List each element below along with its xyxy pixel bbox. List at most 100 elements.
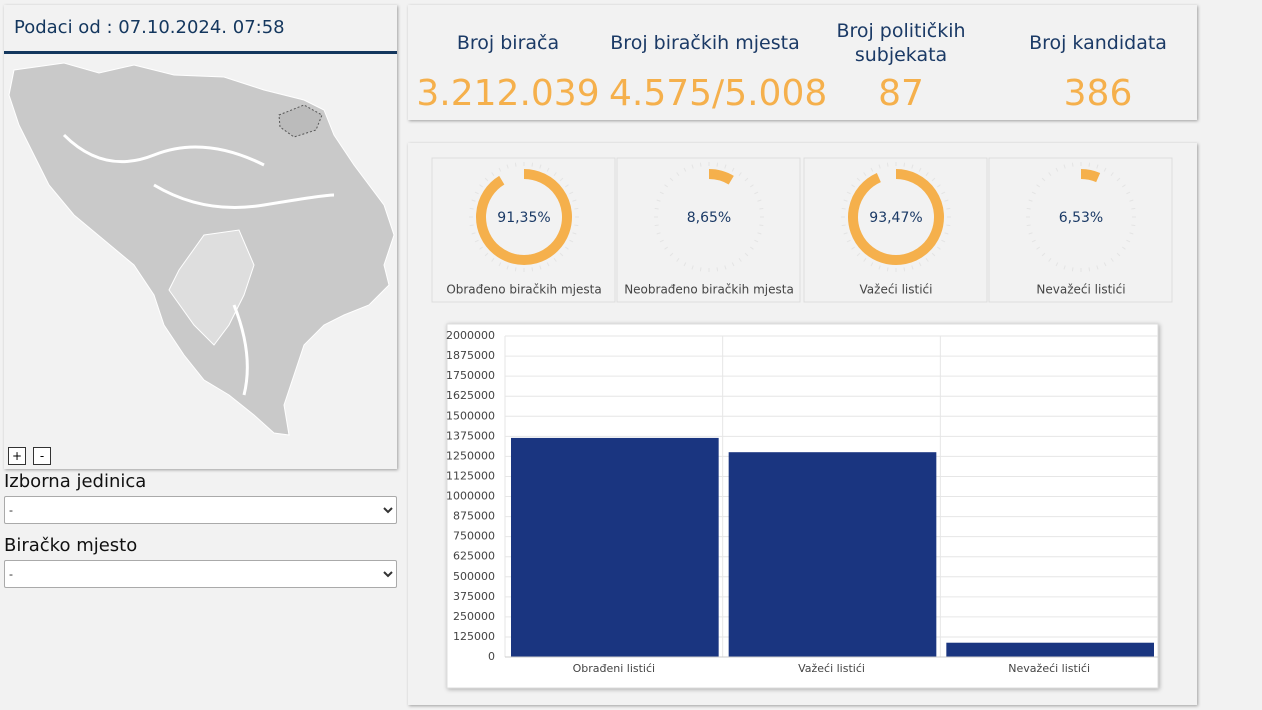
x-tick-label: Obrađeni listići	[573, 662, 656, 675]
gauge-tick	[936, 246, 941, 250]
gauge-tick	[846, 239, 851, 243]
gauge-tick	[546, 262, 550, 267]
zoom-out[interactable]: -	[33, 447, 51, 465]
gauge-tick	[946, 207, 951, 210]
gauge-tick	[851, 246, 856, 250]
gauge-tick	[676, 257, 680, 262]
map-region[interactable]	[168, 229, 255, 346]
gauge-tick	[749, 184, 754, 188]
stat: Broj političkih subjekata 87	[806, 17, 996, 114]
gauge-value: 6,53%	[1059, 210, 1103, 226]
filter-select[interactable]: -	[4, 496, 397, 524]
gauge-arc	[708, 169, 734, 185]
stat-label: Broj biračkih mjesta	[610, 32, 800, 54]
charts-panel: 91,35% Obrađeno biračkih mjesta 8,65% Neobr…	[408, 143, 1197, 705]
gauge-tick	[669, 252, 674, 257]
gauge-tick	[851, 184, 856, 188]
gauge-tick	[1103, 167, 1107, 172]
filter-select[interactable]: -	[4, 560, 397, 588]
gauge-tick	[469, 224, 474, 227]
gauge-tick	[903, 267, 906, 272]
gauge-tick	[863, 257, 867, 262]
gauge-tick	[716, 267, 719, 272]
gauge-label: Obrađeno biračkih mjesta	[446, 283, 601, 297]
gauge-tick	[1041, 177, 1046, 182]
gauge-tick	[1041, 252, 1046, 257]
gauge-tick	[664, 246, 669, 250]
gauge-tick	[724, 164, 727, 169]
stat: Broj kandidata 386	[1003, 17, 1193, 114]
stat-label: Broj kandidata	[1029, 32, 1167, 54]
gauge-tick	[878, 164, 881, 169]
gauge-tick	[841, 207, 846, 210]
gauge-tick	[572, 199, 577, 202]
gauge-value: 8,65%	[687, 210, 731, 226]
gauge-tick	[1096, 265, 1099, 270]
gauge-tick	[878, 265, 881, 270]
gauge-tick	[664, 184, 669, 188]
gauge-tick	[744, 177, 749, 182]
gauge-tick	[559, 252, 564, 257]
gauge-tick	[1103, 262, 1107, 267]
y-tick-label: 2000000	[446, 329, 495, 342]
stat-value: 3.212.039	[416, 73, 600, 114]
gauge-tick	[569, 191, 574, 195]
gauge-tick	[506, 265, 509, 270]
gauge-tick	[1028, 199, 1033, 202]
gauge-tick	[546, 167, 550, 172]
gauge-tick	[691, 164, 694, 169]
gauge-tick	[553, 257, 557, 262]
gauge-tick	[754, 239, 759, 243]
gauge-tick	[1131, 207, 1136, 210]
gauge-tick	[498, 167, 502, 172]
gauge-tick	[1116, 177, 1121, 182]
gauge-tick	[654, 224, 659, 227]
filter-label: Izborna jedinica	[4, 471, 147, 492]
y-tick-label: 1500000	[446, 409, 495, 422]
gauge-tick	[925, 172, 929, 177]
gauge-tick	[918, 262, 922, 267]
gauge-box	[431, 157, 616, 303]
gauge-tick	[539, 265, 542, 270]
gauge-tick	[863, 172, 867, 177]
gauge-tick	[1031, 239, 1036, 243]
gauge-tick	[1028, 232, 1033, 235]
gauge-tick	[654, 207, 659, 210]
gauge-tick	[539, 164, 542, 169]
gauge-tick	[564, 246, 569, 250]
gauge-tick	[1055, 262, 1059, 267]
gauge-arc	[476, 169, 572, 265]
gauge-tick	[724, 265, 727, 270]
map-header: Podaci od : 07.10.2024. 07:58	[4, 5, 397, 54]
gauge-tick	[669, 177, 674, 182]
bar	[946, 642, 1154, 657]
gauge-tick	[559, 177, 564, 182]
gauge-tick	[936, 184, 941, 188]
x-tick-label: Važeći listići	[798, 662, 865, 675]
gauge-tick	[574, 207, 579, 210]
gauge-tick	[1126, 239, 1131, 243]
gauge-tick	[656, 199, 661, 202]
map[interactable]	[4, 55, 397, 445]
y-tick-label: 1625000	[446, 389, 495, 402]
gauge-tick	[574, 224, 579, 227]
gauge-tick	[757, 232, 762, 235]
y-tick-label: 1750000	[446, 369, 495, 382]
gauge-tick	[491, 172, 495, 177]
gauge-tick	[531, 162, 534, 167]
gauge-tick	[759, 207, 764, 210]
gauge-box	[616, 157, 801, 303]
gauge-tick	[1121, 184, 1126, 188]
zoom-in[interactable]: +	[8, 447, 26, 465]
map-district[interactable]	[278, 104, 323, 138]
gauge-tick	[931, 252, 936, 257]
gauge-tick	[925, 257, 929, 262]
gauge-tick	[744, 252, 749, 257]
gauge-tick	[843, 232, 848, 235]
gauge-tick	[931, 177, 936, 182]
gauge-tick	[1071, 162, 1074, 167]
gauge-value: 93,47%	[869, 210, 922, 226]
gauge-tick	[1026, 207, 1031, 210]
gauge-tick	[1096, 164, 1099, 169]
y-tick-label: 1000000	[446, 490, 495, 503]
